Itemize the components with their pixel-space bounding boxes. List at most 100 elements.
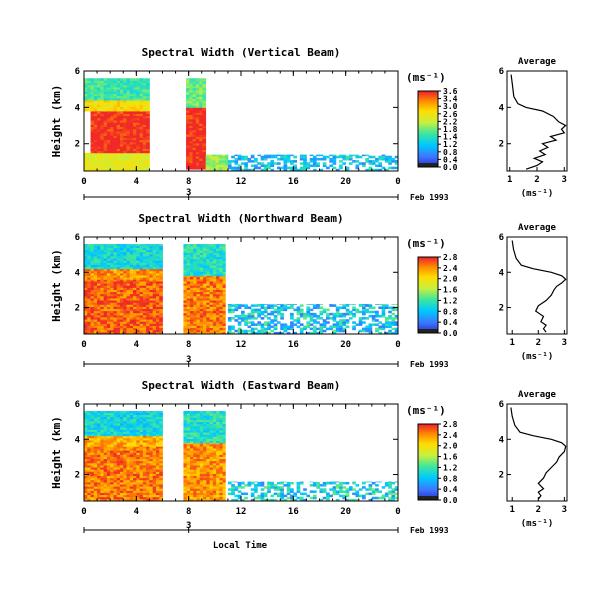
heatmap-cell [192,119,197,122]
heatmap-cell [126,100,131,103]
heatmap-cell [110,124,114,128]
heatmap-cell [329,160,333,163]
heatmap-cell [129,456,134,460]
heatmap-cell [129,144,134,147]
heatmap-cell [152,287,157,290]
heatmap-cell [97,78,101,81]
heatmap-cell [303,162,307,165]
heatmap-cell [106,89,111,92]
heatmap-cell [155,264,160,268]
heatmap-cell [192,156,197,159]
heatmap-cell [208,162,213,165]
heatmap-cell [133,321,137,324]
heatmap-cell [100,128,105,132]
heatmap-cell [106,323,111,326]
heatmap-cell [192,92,197,95]
heatmap-cell [159,266,163,270]
heatmap-cell [189,121,193,124]
heatmap-cell [149,486,154,489]
heatmap-cell [280,308,284,312]
heatmap-cell [119,97,124,101]
heatmap-cell [100,131,105,134]
heatmap-cell [142,475,147,479]
heatmap-cell [126,262,131,265]
heatmap-cell [87,412,91,415]
heatmap-cell [183,244,188,247]
heatmap-cell [231,166,235,170]
heatmap-cell [149,492,154,496]
heatmap-cell [129,80,134,84]
heatmap-cell [110,155,114,159]
heatmap-cell [152,469,157,472]
heatmap-cell [199,445,204,449]
heatmap-cell [90,270,95,274]
heatmap-cell [133,117,137,121]
heatmap-cell [283,329,288,333]
heatmap-cell [155,319,160,322]
heatmap-cell [110,462,114,466]
heatmap-cell [110,412,114,415]
heatmap-cell [116,308,121,312]
colorbar-label: 1.2 [443,296,458,305]
heatmap-cell [87,97,91,101]
heatmap-cell [218,164,223,168]
heatmap-cell [183,484,188,487]
heatmap-cell [192,132,197,135]
heatmap-cell [203,454,207,457]
heatmap-cell [345,310,350,314]
heatmap-cell [375,157,379,161]
colorbar-swatch [418,262,438,266]
heatmap-cell [100,108,105,112]
heatmap-cell [93,258,98,261]
heatmap-cell [146,152,150,154]
heatmap-cell [139,128,144,132]
heatmap-cell [87,155,91,159]
heatmap-cell [123,492,127,496]
heatmap-cell [142,444,147,447]
heatmap-cell [136,310,140,314]
heatmap-cell [103,270,108,274]
heatmap-cell [103,450,108,453]
heatmap-cell [152,314,157,318]
heatmap-cell [136,157,140,161]
heatmap-cell [212,312,217,316]
heatmap-cell [196,475,201,479]
heatmap-cell [119,111,124,114]
heatmap-cell [90,319,95,322]
heatmap-cell [103,285,108,288]
heatmap-cell [142,310,147,314]
heatmap-cell [123,418,127,422]
heatmap-cell [199,260,204,264]
heatmap-cell [306,164,311,168]
heatmap-cell [129,308,134,312]
heatmap-cell [222,317,226,320]
heatmap-cell [139,97,144,101]
heatmap-cell [136,321,140,324]
heatmap-cell [218,162,223,165]
heatmap-cell [155,488,160,491]
heatmap-cell [93,444,98,447]
heatmap-cell [116,152,121,154]
heatmap-cell [155,253,160,257]
colorbar-label: 1.6 [443,286,458,295]
heatmap-cell [129,298,134,301]
heatmap-cell [116,475,121,479]
heatmap-cell [113,448,118,451]
heatmap-cell [93,137,98,141]
heatmap-cell [142,481,147,485]
heatmap-cell [106,104,111,108]
heatmap-cell [192,160,197,164]
heatmap-cell [193,445,197,449]
heatmap-cell [136,264,140,268]
heatmap-cell [209,244,214,247]
heatmap-cell [146,323,150,326]
heatmap-cell [192,143,197,146]
heatmap-cell [123,416,127,420]
heatmap-cell [219,252,224,256]
heatmap-cell [394,329,398,333]
heatmap-cell [126,429,131,432]
heatmap-cell [199,164,203,168]
heatmap-cell [209,298,214,301]
heatmap-cell [133,95,137,99]
heatmap-cell [139,433,144,437]
